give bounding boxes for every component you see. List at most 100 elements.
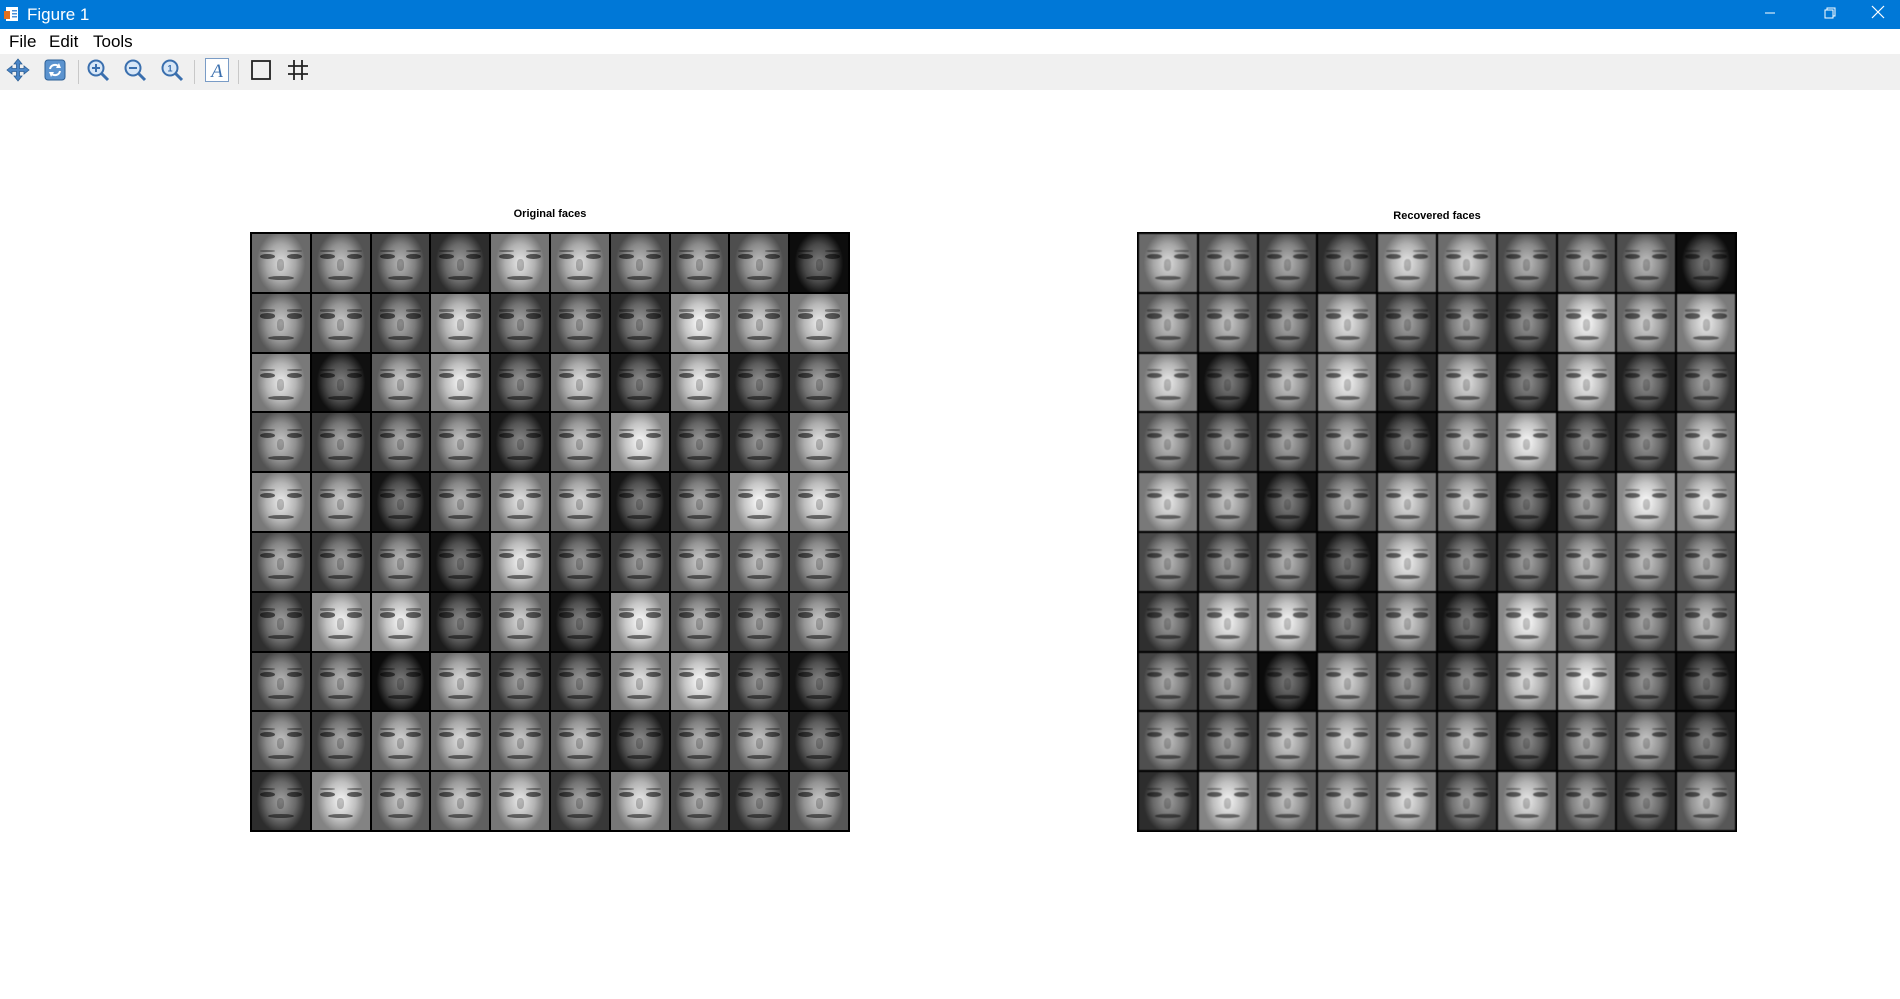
figure-canvas[interactable]: Original faces Recovered faces	[0, 90, 1900, 999]
face-image	[311, 772, 370, 830]
face-image	[790, 353, 848, 412]
recovered-faces-grid[interactable]	[1137, 232, 1737, 832]
box-button[interactable]	[246, 57, 276, 87]
face-image	[1677, 652, 1735, 711]
face-image	[1617, 652, 1676, 711]
svg-text:1: 1	[167, 63, 172, 73]
box-icon	[248, 57, 274, 88]
grid-icon	[285, 57, 311, 88]
face-image	[311, 413, 370, 472]
minimize-icon	[1764, 6, 1776, 24]
face-image	[1378, 293, 1436, 352]
face-image	[311, 234, 370, 292]
face-image	[670, 353, 729, 412]
restore-icon	[1824, 6, 1836, 24]
face-image	[1258, 234, 1317, 292]
face-image	[371, 532, 430, 591]
menu-edit[interactable]: Edit	[49, 32, 79, 51]
face-image	[1677, 772, 1735, 830]
axes-title-original: Original faces	[513, 208, 587, 220]
face-image	[790, 293, 848, 352]
face-image	[610, 652, 669, 711]
face-image	[730, 532, 789, 591]
face-image	[1617, 473, 1676, 531]
face-image	[1557, 234, 1616, 292]
face-image	[491, 592, 549, 651]
face-image	[252, 293, 310, 352]
zoom-reset-button[interactable]: 1	[157, 57, 187, 87]
face-image	[491, 234, 549, 292]
face-image	[1139, 772, 1197, 830]
face-image	[371, 772, 430, 830]
face-image	[730, 234, 789, 292]
grid-button[interactable]	[283, 57, 313, 87]
insert-text-icon: A	[204, 57, 230, 88]
face-image	[790, 652, 848, 711]
zoom-reset-icon: 1	[159, 57, 185, 88]
face-image	[1557, 532, 1616, 591]
face-image	[1497, 413, 1556, 472]
face-image	[1437, 293, 1496, 352]
face-image	[790, 532, 848, 591]
face-image	[1198, 234, 1257, 292]
face-image	[610, 293, 669, 352]
menu-tools[interactable]: Tools	[93, 32, 133, 51]
minimize-button[interactable]	[1740, 0, 1800, 29]
face-image	[252, 532, 310, 591]
face-image	[670, 532, 729, 591]
face-image	[610, 413, 669, 472]
face-image	[1497, 473, 1556, 531]
face-image	[1497, 293, 1556, 352]
face-image	[1258, 712, 1317, 771]
face-image	[1497, 234, 1556, 292]
face-image	[1557, 652, 1616, 711]
face-image	[1437, 592, 1496, 651]
face-image	[1198, 772, 1257, 830]
face-image	[1437, 652, 1496, 711]
face-image	[670, 712, 729, 771]
restore-button[interactable]	[1800, 0, 1860, 29]
face-image	[491, 772, 549, 830]
face-image	[1318, 473, 1377, 531]
face-image	[1258, 772, 1317, 830]
face-image	[1617, 592, 1676, 651]
face-image	[1198, 652, 1257, 711]
face-image	[610, 772, 669, 830]
face-image	[371, 592, 430, 651]
face-image	[371, 234, 430, 292]
face-image	[311, 473, 370, 531]
face-image	[1318, 353, 1377, 412]
zoom-in-icon	[85, 57, 111, 88]
zoom-in-button[interactable]	[83, 57, 113, 87]
menu-file[interactable]: File	[9, 32, 37, 51]
zoom-out-button[interactable]	[120, 57, 150, 87]
face-image	[1677, 712, 1735, 771]
original-faces-grid[interactable]	[250, 232, 850, 832]
face-image	[252, 353, 310, 412]
face-image	[610, 353, 669, 412]
face-image	[1677, 592, 1735, 651]
face-image	[670, 652, 729, 711]
face-image	[1437, 712, 1496, 771]
face-image	[1617, 712, 1676, 771]
face-image	[1617, 772, 1676, 830]
face-image	[1139, 532, 1197, 591]
face-image	[371, 413, 430, 472]
face-image	[1437, 413, 1496, 472]
face-image	[371, 652, 430, 711]
face-image	[1318, 234, 1377, 292]
face-image	[1378, 413, 1436, 472]
face-image	[1617, 353, 1676, 412]
pan-button[interactable]	[3, 57, 33, 87]
face-image	[550, 234, 609, 292]
close-button[interactable]	[1855, 0, 1900, 29]
window-title: Figure 1	[27, 5, 90, 24]
face-image	[1318, 712, 1377, 771]
rotate-button[interactable]	[40, 57, 70, 87]
face-image	[550, 772, 609, 830]
face-image	[1258, 353, 1317, 412]
face-image	[1378, 234, 1436, 292]
insert-text-button[interactable]: A	[202, 57, 232, 87]
svg-text:A: A	[209, 61, 223, 82]
face-image	[550, 353, 609, 412]
